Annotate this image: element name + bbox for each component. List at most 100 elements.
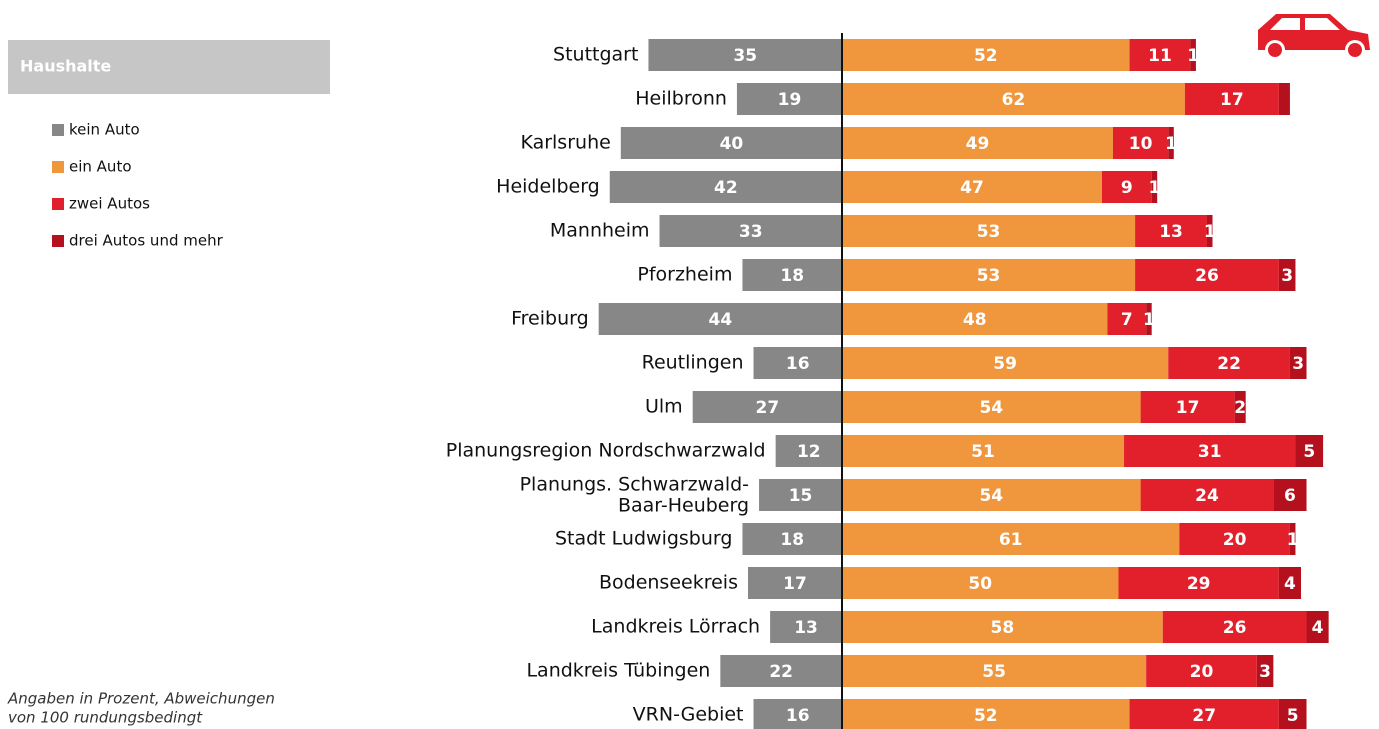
car-icon <box>1258 14 1370 60</box>
bar-segment <box>842 655 1147 687</box>
bar-segment <box>753 347 842 379</box>
value-label: 1 <box>1204 222 1216 242</box>
bar-segment <box>1278 259 1296 291</box>
bar-segment <box>1278 567 1301 599</box>
bar-segment <box>842 479 1141 511</box>
value-label: 26 <box>1195 266 1219 286</box>
bar-segment <box>842 303 1108 335</box>
bar-segment <box>1295 435 1324 467</box>
bar-segment <box>1151 171 1158 203</box>
category-label: Pforzheim <box>637 264 732 286</box>
legend-swatch <box>52 161 64 173</box>
value-label: 27 <box>756 398 780 418</box>
bar-segment <box>1289 523 1296 555</box>
value-label: 54 <box>979 398 1003 418</box>
value-label: 5 <box>1287 706 1299 726</box>
bar-segment <box>842 391 1141 423</box>
value-label: 22 <box>769 662 793 682</box>
value-label: 12 <box>797 442 821 462</box>
bar-segment <box>1179 523 1290 555</box>
value-label: 54 <box>979 486 1003 506</box>
category-label: Freiburg <box>511 308 589 330</box>
value-label: 40 <box>720 134 744 154</box>
category-label: Landkreis Tübingen <box>526 660 710 682</box>
value-label: 26 <box>1223 618 1247 638</box>
value-label: 50 <box>968 574 992 594</box>
bar-segment <box>609 171 842 203</box>
bar-segment <box>747 567 842 599</box>
bar-segment <box>842 39 1130 71</box>
value-label: 1 <box>1149 178 1161 198</box>
bar-segment <box>1118 567 1279 599</box>
value-label: 17 <box>783 574 807 594</box>
bar-segment <box>1168 127 1174 159</box>
legend-label: zwei Autos <box>69 195 150 213</box>
bar-segment <box>659 215 842 247</box>
value-label: 9 <box>1121 178 1133 198</box>
category-label: Planungs. Schwarzwald-Baar-Heuberg <box>520 473 749 516</box>
bar-segment <box>1146 303 1152 335</box>
legend-label: ein Auto <box>69 158 132 176</box>
legend-swatch <box>52 198 64 210</box>
bar-segment <box>1135 215 1207 247</box>
category-label: Landkreis Lörrach <box>591 616 760 638</box>
value-label: 1 <box>1287 530 1299 550</box>
value-label: 19 <box>778 90 802 110</box>
legend-label: drei Autos und mehr <box>69 232 224 250</box>
bar-segment <box>1168 347 1290 379</box>
value-label: 4 <box>1284 574 1296 594</box>
value-label: 13 <box>794 618 818 638</box>
value-label: 3 <box>1281 266 1293 286</box>
category-label: Heilbronn <box>635 88 727 110</box>
bar-segment <box>775 435 842 467</box>
bar-segment <box>842 171 1102 203</box>
value-label: 53 <box>977 266 1001 286</box>
value-label: 58 <box>991 618 1015 638</box>
value-label: 42 <box>714 178 738 198</box>
value-label: 7 <box>1121 310 1133 330</box>
value-label: 16 <box>786 706 810 726</box>
value-label: 49 <box>966 134 990 154</box>
value-label: 52 <box>974 46 998 66</box>
bar-segment <box>842 347 1169 379</box>
category-label: Karlsruhe <box>520 132 610 154</box>
value-label: 5 <box>1303 442 1315 462</box>
category-label: Heidelberg <box>496 176 600 198</box>
bar-segment <box>842 259 1136 291</box>
bar-segment <box>1306 611 1329 643</box>
bar-segment <box>620 127 842 159</box>
category-label: Stuttgart <box>553 44 638 66</box>
legend-title: Haushalte <box>20 57 111 76</box>
value-label: 33 <box>739 222 763 242</box>
value-label: 1 <box>1143 310 1155 330</box>
category-label: Ulm <box>645 396 683 418</box>
value-label: 27 <box>1192 706 1216 726</box>
value-label: 13 <box>1159 222 1183 242</box>
value-label: 16 <box>786 354 810 374</box>
bar-segment <box>1278 83 1290 115</box>
value-label: 24 <box>1195 486 1219 506</box>
bar-segment <box>1146 655 1257 687</box>
bar-segment <box>842 699 1130 729</box>
category-label: Reutlingen <box>642 352 744 374</box>
category-label: Mannheim <box>550 220 650 242</box>
value-label: 3 <box>1292 354 1304 374</box>
bar-segment <box>742 523 842 555</box>
bar-segment <box>1206 215 1213 247</box>
bar-segment <box>692 391 842 423</box>
bar-segment <box>1184 83 1279 115</box>
value-label: 59 <box>993 354 1017 374</box>
value-label: 22 <box>1217 354 1241 374</box>
value-label: 35 <box>733 46 757 66</box>
value-label: 2 <box>1234 398 1246 418</box>
bar-segment <box>720 655 842 687</box>
bar-segment <box>1273 479 1307 511</box>
category-label: Planungsregion Nordschwarzwald <box>446 440 766 462</box>
bar-segment <box>1234 391 1246 423</box>
bar-segment <box>1129 39 1191 71</box>
value-label: 18 <box>780 266 804 286</box>
bar-segment <box>742 259 842 291</box>
bar-segment <box>770 611 842 643</box>
